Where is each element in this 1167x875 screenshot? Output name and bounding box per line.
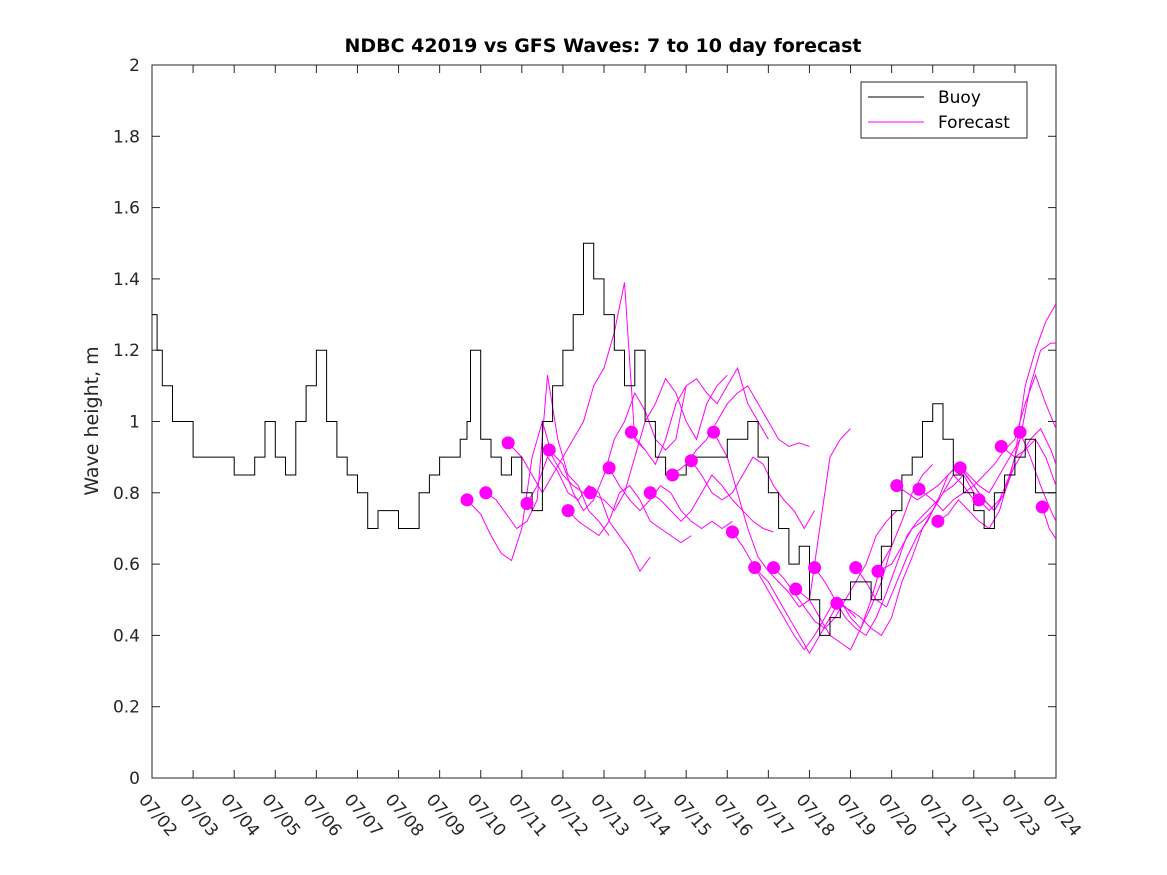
forecast-start-dot (501, 436, 515, 450)
y-tick-label: 0.4 (113, 626, 140, 646)
forecast-run-line (649, 474, 774, 533)
forecast-start-dot (953, 461, 967, 475)
forecast-start-dot (707, 425, 721, 439)
forecast-start-dot (1013, 425, 1027, 439)
x-tick-label: 07/14 (627, 790, 674, 840)
x-tick-label: 07/24 (1038, 790, 1085, 840)
y-tick-label: 1.6 (113, 199, 140, 219)
forecast-start-dot (789, 582, 803, 596)
forecast-start-dot (972, 493, 986, 507)
x-tick-label: 07/12 (545, 790, 592, 840)
x-tick-label: 07/05 (257, 790, 304, 840)
y-tick-label: 0.2 (113, 698, 140, 718)
forecast-start-dot (520, 496, 534, 510)
x-tick-label: 07/17 (751, 790, 798, 840)
x-tick-label: 07/04 (216, 790, 263, 840)
x-tick-label: 07/13 (586, 790, 633, 840)
forecast-run-line (608, 467, 733, 530)
y-tick-label: 1.2 (113, 341, 140, 361)
forecast-start-dot (767, 561, 780, 575)
forecast-run-line (795, 463, 934, 651)
forecast-run-line (690, 456, 816, 530)
x-tick-label: 07/02 (134, 790, 181, 840)
forecast-start-dot (748, 561, 762, 575)
buoy-series (152, 242, 1056, 636)
buoy-line (152, 242, 1056, 636)
forecast-start-dot (665, 468, 679, 482)
x-tick-label: 07/18 (792, 790, 839, 840)
y-tick-label: 1.8 (113, 127, 140, 147)
forecast-run-line (485, 375, 610, 536)
x-tick-label: 07/10 (463, 790, 510, 840)
forecast-start-dot (542, 443, 556, 457)
legend-label-buoy: Buoy (938, 88, 981, 108)
forecast-start-dot (602, 461, 616, 475)
forecast-start-dot (725, 525, 739, 539)
legend-box (860, 81, 1028, 139)
forecast-start-dot (479, 486, 493, 500)
forecast-run-line (1000, 438, 1056, 486)
forecast-start-dot (994, 439, 1008, 453)
x-tick-label: 07/19 (833, 790, 880, 840)
forecast-start-dot (931, 514, 945, 528)
forecast-start-markers (460, 425, 1049, 610)
x-tick-label: 07/06 (299, 790, 346, 840)
x-tick-label: 07/07 (340, 790, 387, 840)
forecast-run-line (548, 385, 687, 512)
forecast-start-dot (849, 561, 863, 575)
forecast-start-dot (808, 561, 822, 575)
forecast-start-dot (684, 454, 698, 468)
forecast-run-line (1019, 432, 1056, 522)
legend-label-forecast: Forecast (938, 113, 1010, 133)
y-tick-label: 0 (129, 769, 140, 789)
forecast-run-line (713, 428, 851, 608)
y-axis-label: Wave height, m (81, 346, 103, 495)
y-tick-label: 0.8 (113, 484, 140, 504)
forecast-run-line (507, 282, 646, 494)
forecast-run-line (1041, 506, 1056, 540)
x-tick-label: 07/09 (422, 790, 469, 840)
y-tick-label: 0.6 (113, 555, 140, 575)
chart-title: NDBC 42019 vs GFS Waves: 7 to 10 day for… (344, 35, 861, 57)
forecast-run-line (918, 373, 1056, 512)
y-tick-label: 2 (129, 56, 140, 76)
forecast-run-line (526, 456, 651, 573)
x-tick-label: 07/08 (381, 790, 428, 840)
forecast-start-dot (912, 482, 926, 496)
x-tick-label: 07/22 (956, 790, 1003, 840)
x-tick-label: 07/23 (997, 790, 1044, 840)
x-tick-label: 07/15 (668, 790, 715, 840)
forecast-start-dot (830, 596, 844, 610)
x-tick-label: 07/16 (709, 790, 756, 840)
forecast-start-dot (624, 425, 638, 439)
y-axis-ticks: 0 0.2 0.4 0.6 0.8 1 1.2 1.4 1.6 1.8 2 (113, 56, 1056, 789)
forecast-start-dot (460, 493, 474, 507)
forecast-start-dot (1035, 500, 1049, 514)
x-tick-label: 07/03 (175, 790, 222, 840)
x-tick-label: 07/20 (874, 790, 921, 840)
forecast-start-dot (583, 486, 597, 500)
legend: Buoy Forecast (860, 81, 1028, 139)
forecast-run-line (590, 374, 728, 512)
plot-area (151, 64, 1057, 779)
forecast-run-line (631, 366, 769, 466)
forecast-start-dot (890, 479, 904, 493)
x-tick-label: 07/21 (915, 790, 962, 840)
y-tick-label: 1.4 (113, 270, 140, 290)
forecast-run-line (836, 474, 975, 637)
forecast-run-line (672, 385, 810, 476)
forecast-series (466, 282, 1056, 655)
y-tick-label: 1 (129, 413, 140, 433)
forecast-run-line (937, 342, 1056, 530)
forecast-start-dot (561, 504, 575, 518)
forecast-run-line (567, 485, 692, 544)
forecast-start-dot (643, 486, 657, 500)
x-tick-label: 07/11 (504, 790, 551, 840)
forecast-start-dot (871, 564, 885, 578)
